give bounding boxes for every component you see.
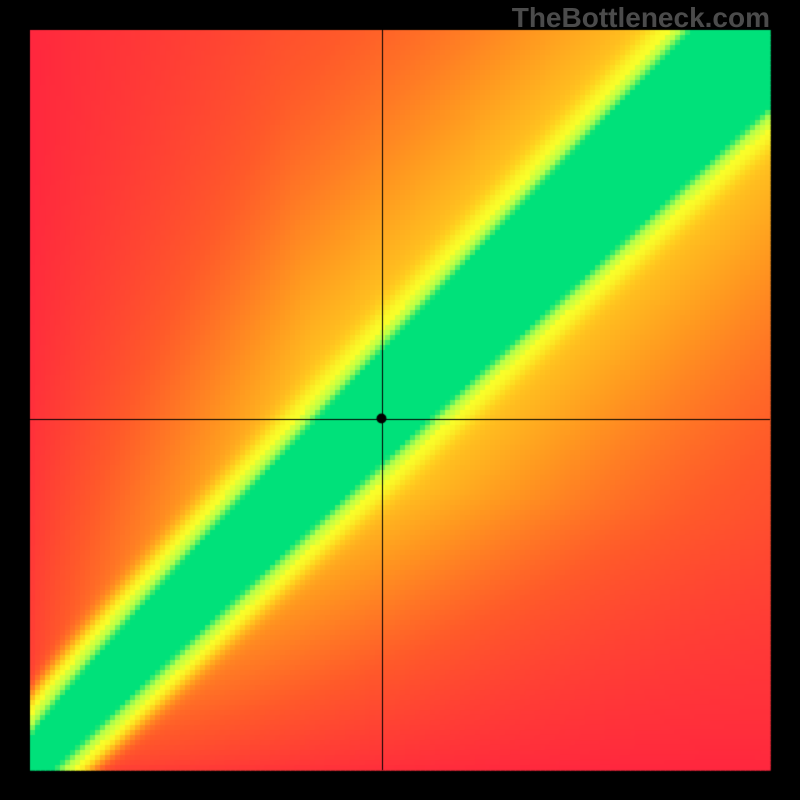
bottleneck-heatmap bbox=[0, 0, 800, 800]
chart-container: TheBottleneck.com bbox=[0, 0, 800, 800]
watermark-text: TheBottleneck.com bbox=[512, 2, 770, 34]
